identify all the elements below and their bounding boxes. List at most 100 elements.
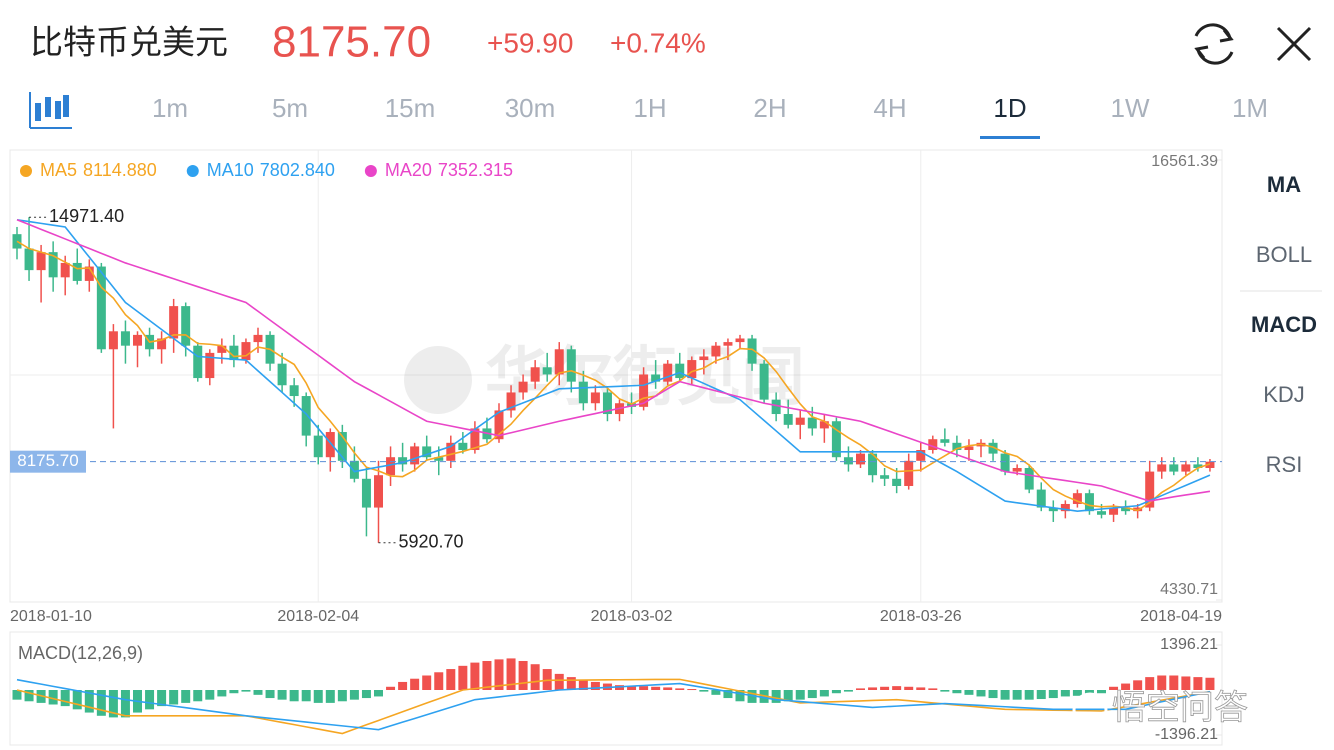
- macd-bar: [265, 690, 275, 699]
- macd-bar: [145, 690, 155, 710]
- candle-body: [217, 345, 227, 353]
- candle-body: [1036, 489, 1046, 508]
- candle-body: [36, 252, 46, 271]
- candle-body: [253, 334, 263, 343]
- legend-label: MA5: [40, 160, 77, 180]
- interval-tab[interactable]: 30m: [505, 93, 556, 123]
- min-label: 5920.70: [399, 532, 464, 552]
- candle-body: [1060, 503, 1070, 512]
- refresh-button[interactable]: [1194, 23, 1234, 65]
- interval-tab[interactable]: 1D: [993, 93, 1026, 123]
- legend-value: 8114.880: [83, 160, 157, 180]
- candle-body: [506, 392, 516, 411]
- interval-tab[interactable]: 1M: [1232, 93, 1268, 123]
- x-tick-label: 2018-03-02: [591, 608, 673, 625]
- macd-bar: [831, 690, 841, 694]
- macd-bar: [277, 690, 287, 700]
- candle-body: [446, 442, 456, 461]
- legend-marker: [20, 165, 32, 177]
- macd-bar: [1072, 690, 1082, 696]
- macd-bar: [398, 681, 408, 690]
- chart-type-button[interactable]: [29, 92, 72, 129]
- macd-bar: [12, 690, 22, 700]
- candle-body: [229, 345, 239, 361]
- candle-body: [24, 248, 34, 271]
- macd-chart: MACD(12,26,9) 1396.21 -1396.21: [12, 636, 1222, 743]
- candle-body: [675, 363, 685, 379]
- close-button[interactable]: [1276, 26, 1312, 62]
- candle-body: [880, 475, 890, 479]
- candle-body: [120, 331, 130, 346]
- legend-marker: [186, 165, 199, 177]
- macd-bar: [892, 686, 902, 690]
- macd-bar: [856, 688, 865, 690]
- candle-body: [374, 475, 383, 508]
- x-tick-label: 2018-02-04: [277, 608, 359, 625]
- macd-bar: [795, 690, 805, 700]
- candle-body: [458, 442, 468, 451]
- macd-bar: [217, 690, 227, 697]
- watermark: [404, 346, 472, 414]
- macd-bar: [735, 690, 745, 702]
- interval-tabs: 1m 5m 15m 30m 1H 2H 4H 1D 1W 1M: [152, 93, 1268, 139]
- candle-body: [831, 421, 841, 458]
- interval-tab[interactable]: 2H: [753, 93, 786, 123]
- max-label: 14971.40: [49, 206, 124, 226]
- macd-bar: [24, 690, 34, 702]
- candle-body: [988, 442, 998, 454]
- interval-tab[interactable]: 15m: [385, 93, 436, 123]
- candle-body: [205, 352, 215, 379]
- candle-body: [856, 453, 865, 465]
- macd-bar: [506, 658, 516, 690]
- candle-body: [325, 432, 335, 458]
- macd-bar: [1133, 680, 1143, 690]
- indicator-option[interactable]: MACD: [1251, 312, 1317, 337]
- macd-bar: [1060, 690, 1070, 697]
- watermark-logo: [1072, 692, 1108, 728]
- candle-body: [277, 363, 287, 386]
- macd-bar: [361, 690, 371, 699]
- macd-bar: [639, 686, 649, 690]
- interval-tab[interactable]: 1H: [633, 93, 666, 123]
- candle-body: [602, 392, 612, 415]
- candle-body: [1024, 467, 1034, 490]
- interval-tab[interactable]: 4H: [873, 93, 906, 123]
- candle-body: [566, 349, 576, 382]
- indicator-option[interactable]: KDJ: [1263, 382, 1305, 407]
- y-tick-label: -1396.21: [1155, 726, 1218, 743]
- macd-bar: [663, 687, 673, 690]
- macd-bar: [566, 677, 576, 690]
- indicator-option[interactable]: RSI: [1266, 452, 1303, 477]
- candle-body: [108, 331, 118, 350]
- macd-bar: [627, 686, 637, 690]
- interval-tab[interactable]: 1W: [1111, 93, 1150, 123]
- macd-line: [16, 678, 1211, 731]
- interval-tab[interactable]: 5m: [272, 93, 308, 123]
- macd-bar: [108, 690, 118, 718]
- macd-bar: [964, 690, 974, 695]
- active-tab-underline: [980, 136, 1040, 139]
- macd-bar: [1121, 683, 1131, 690]
- candle-body: [410, 446, 420, 465]
- candle-body: [868, 453, 878, 476]
- macd-bar: [482, 660, 492, 690]
- macd-bar: [289, 690, 299, 702]
- macd-line: [16, 678, 1211, 735]
- candle-body: [1072, 493, 1082, 504]
- candle-body: [819, 421, 829, 429]
- candle-body: [1193, 464, 1203, 468]
- macd-bar: [349, 690, 359, 700]
- indicator-menu: MA BOLL MACD KDJ RSI: [1251, 172, 1317, 477]
- macd-bar: [952, 690, 962, 694]
- x-tick-label: 2018-01-10: [10, 608, 92, 625]
- interval-tab[interactable]: 1m: [152, 93, 188, 123]
- indicator-option[interactable]: MA: [1267, 172, 1301, 197]
- macd-bar: [1181, 676, 1191, 690]
- indicator-option[interactable]: BOLL: [1256, 242, 1312, 267]
- candle-body: [578, 381, 588, 404]
- macd-bar: [1097, 690, 1106, 694]
- macd-bar: [410, 678, 420, 690]
- macd-bar: [434, 672, 444, 690]
- macd-bar: [868, 687, 878, 690]
